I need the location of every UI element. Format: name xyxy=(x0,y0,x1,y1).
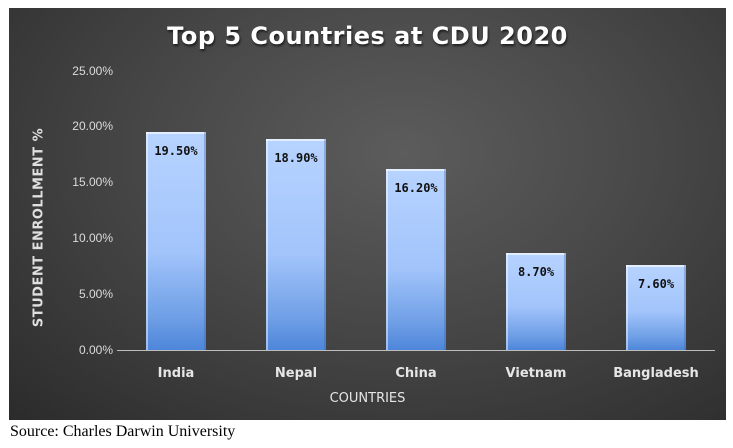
y-axis: 0.00% 5.00% 10.00% 15.00% 20.00% 25.00% xyxy=(49,8,113,420)
y-tick: 25.00% xyxy=(72,64,113,78)
bar-value-label: 19.50% xyxy=(154,144,198,159)
y-tick: 10.00% xyxy=(72,231,113,245)
x-category-label: China xyxy=(395,366,437,381)
bar-vietnam: 8.70% xyxy=(506,252,566,350)
bar-value-label: 18.90% xyxy=(274,151,318,166)
y-tick: 0.00% xyxy=(78,343,113,357)
x-category-label: Nepal xyxy=(274,366,318,381)
x-axis-line xyxy=(117,350,715,351)
bar-china: 16.20% xyxy=(386,169,446,350)
x-category-label: Bangladesh xyxy=(613,366,699,381)
bar-value-label: 7.60% xyxy=(637,277,675,292)
x-category-label: Vietnam xyxy=(505,366,567,381)
y-tick: 5.00% xyxy=(78,287,113,301)
chart-panel: Top 5 Countries at CDU 2020 STUDENT ENRO… xyxy=(9,8,726,420)
bar-value-label: 16.20% xyxy=(394,181,438,196)
x-category-label: India xyxy=(157,366,195,381)
bar-value-label: 8.70% xyxy=(517,264,555,279)
bar-nepal: 18.90% xyxy=(266,139,326,350)
bar-india: 19.50% xyxy=(146,132,206,350)
x-axis-title: COUNTRIES xyxy=(329,391,406,406)
chart-title: Top 5 Countries at CDU 2020 xyxy=(167,22,568,50)
source-caption: Source: Charles Darwin University xyxy=(10,423,236,440)
y-tick: 15.00% xyxy=(72,175,113,189)
bar-bangladesh: 7.60% xyxy=(626,265,686,350)
y-axis-title: STUDENT ENROLLMENT % xyxy=(31,127,47,328)
y-tick: 20.00% xyxy=(72,119,113,133)
